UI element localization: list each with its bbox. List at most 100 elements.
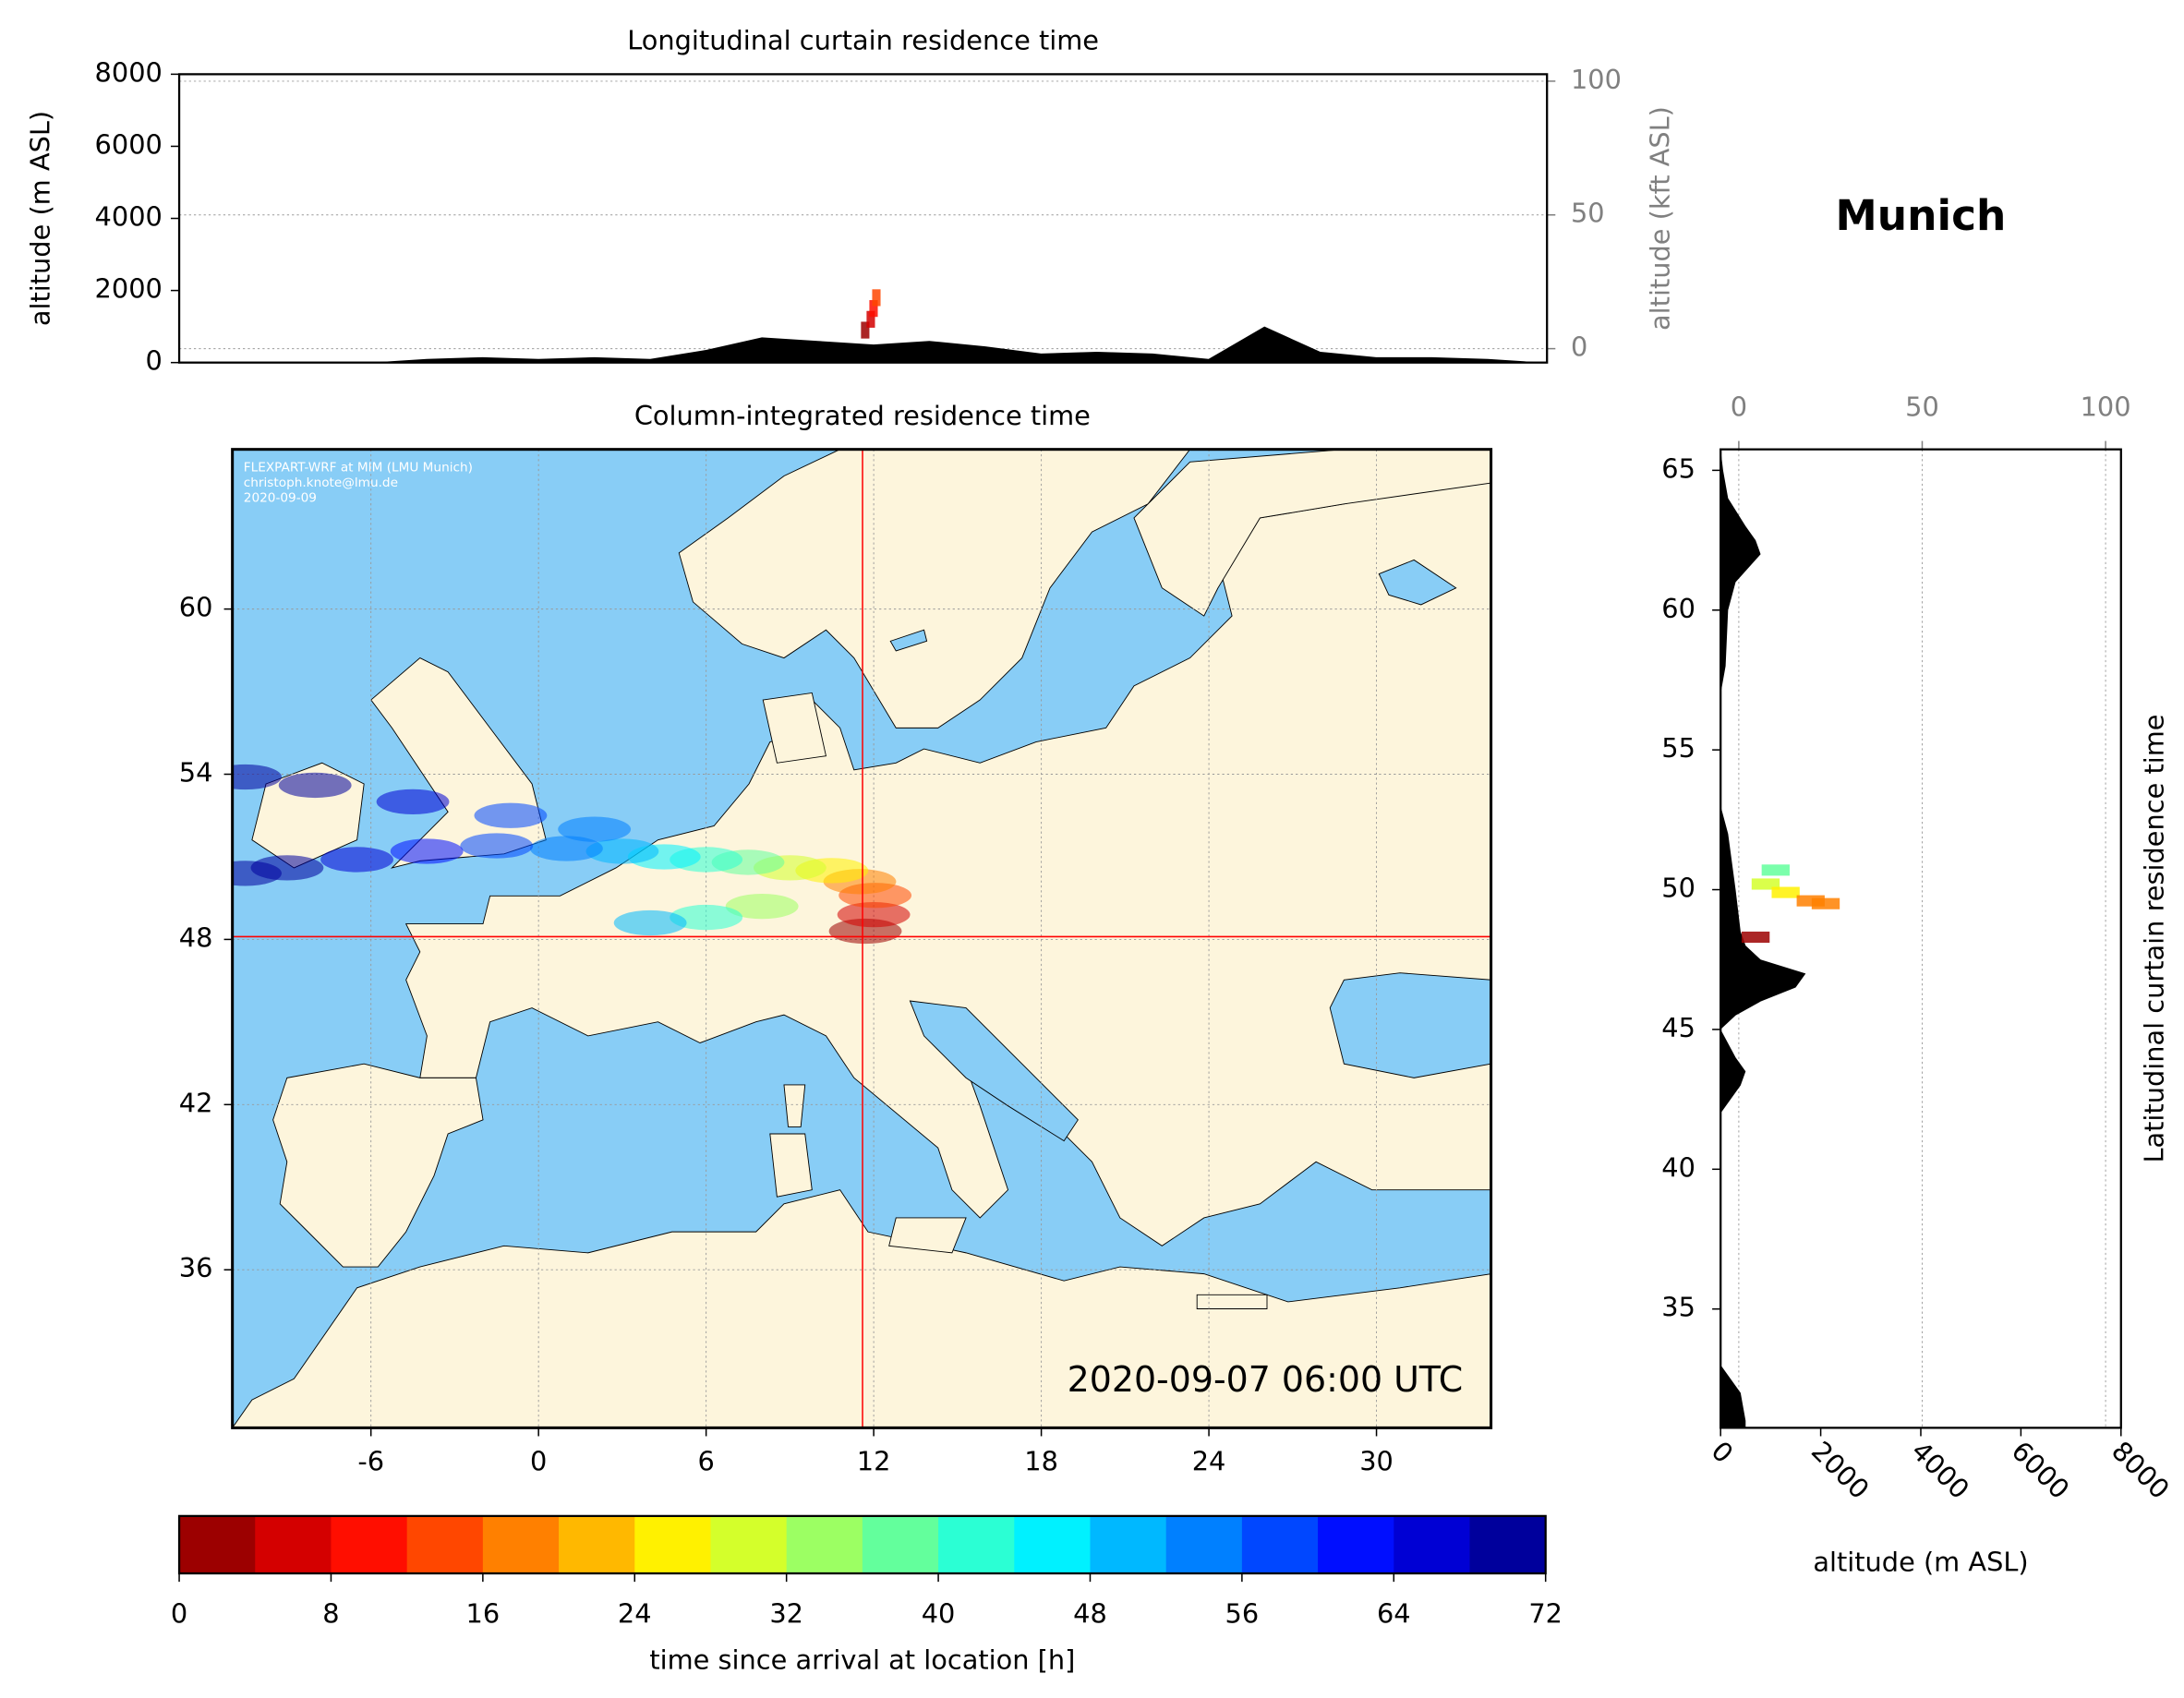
y-tick-label: 42 — [179, 1087, 213, 1118]
map-frame — [231, 448, 1493, 1429]
plume-cell — [529, 836, 603, 861]
panel-title: Column-integrated residence time — [634, 400, 1091, 431]
residence-cell — [866, 310, 875, 328]
residence-cell — [1761, 864, 1790, 876]
terrain — [203, 326, 1544, 363]
x-tick-label: 6 — [697, 1445, 714, 1476]
colorbar-step — [1394, 1515, 1471, 1574]
x-tick-label: 18 — [1024, 1445, 1058, 1476]
colorbar-tick-label: 0 — [171, 1598, 187, 1630]
y-tick-label: 6000 — [95, 128, 163, 160]
corsica — [783, 1084, 806, 1127]
x-tick-label: 0 — [1706, 1435, 1740, 1469]
europe — [404, 476, 1491, 1246]
y2-tick-label: 100 — [1571, 64, 1622, 95]
africa — [232, 1189, 1491, 1428]
credit-text: christoph.knote@lmu.de — [244, 476, 398, 490]
colorbar-tick-label: 8 — [322, 1598, 339, 1630]
y2-tick-label: 50 — [1571, 198, 1605, 229]
x2-tick-label: 0 — [1731, 391, 1747, 423]
y2-tick-label: 0 — [1571, 331, 1587, 363]
timestamp: 2020-09-07 06:00 UTC — [1068, 1359, 1464, 1400]
x-tick-label: 30 — [1359, 1445, 1394, 1476]
y-tick-label: 2000 — [95, 273, 163, 305]
adriatic-sea — [909, 1000, 1079, 1142]
x-tick-label: 0 — [530, 1445, 547, 1476]
y-tick-label: 0 — [146, 345, 163, 377]
panel-title: Longitudinal curtain residence time — [627, 25, 1099, 56]
colorbar-step — [1469, 1515, 1547, 1574]
y-tick-label: 55 — [1661, 732, 1695, 764]
plume-cell — [232, 764, 282, 790]
colorbar-tick-label: 40 — [922, 1598, 956, 1630]
residence-cell — [869, 300, 878, 318]
plume-cell — [725, 893, 799, 920]
x-tick-label: 6000 — [2006, 1435, 2076, 1505]
y-tick-label: 54 — [179, 757, 213, 789]
iberia — [272, 1063, 484, 1268]
panel-frame — [177, 73, 1549, 364]
y-tick-label: 36 — [179, 1252, 213, 1283]
location-title: Munich — [1836, 191, 2007, 240]
y-tick-label: 48 — [179, 921, 213, 953]
x-tick-label: 24 — [1192, 1445, 1226, 1476]
plume-cell — [278, 772, 352, 799]
colorbar-step — [1165, 1515, 1243, 1574]
x-tick-label: 4000 — [1905, 1435, 1975, 1505]
credit-text: FLEXPART-WRF at MIM (LMU Munich) — [244, 460, 473, 475]
plume-cell — [390, 838, 464, 864]
residence-cell — [1771, 886, 1800, 898]
colorbar-step — [710, 1515, 788, 1574]
colorbar-tick-label: 32 — [769, 1598, 803, 1630]
colorbar-step — [255, 1515, 332, 1574]
plume-cell — [474, 802, 548, 828]
plume-cell — [460, 833, 534, 859]
colorbar-tick-label: 56 — [1225, 1598, 1260, 1630]
colorbar-step — [1318, 1515, 1395, 1574]
sardinia — [769, 1133, 813, 1198]
colorbar-step — [331, 1515, 408, 1574]
y-tick-label: 50 — [1661, 873, 1695, 904]
plume-cell — [320, 847, 393, 873]
colorbar-step — [482, 1515, 560, 1574]
y-tick-label: 40 — [1661, 1151, 1695, 1183]
x-tick-label: 2000 — [1805, 1435, 1876, 1505]
residence-cell — [1811, 897, 1840, 909]
x-tick-label: 8000 — [2106, 1435, 2176, 1505]
colorbar-tick-label: 24 — [618, 1598, 652, 1630]
colorbar-tick-label: 72 — [1528, 1598, 1563, 1630]
colorbar-tick-label: 48 — [1073, 1598, 1107, 1630]
colorbar-step — [1241, 1515, 1319, 1574]
plume-cell — [670, 904, 743, 931]
plume-cell — [585, 838, 659, 864]
y-tick-label: 4000 — [95, 201, 163, 233]
residence-cell — [872, 289, 881, 307]
plume: FLEXPART-WRF at MIM (LMU Munich)christop… — [232, 449, 1491, 1428]
denmark — [762, 692, 827, 764]
colorbar-frame — [177, 1514, 1547, 1575]
y-axis-label: altitude (m ASL) — [24, 111, 55, 326]
y-tick-label: 35 — [1661, 1292, 1695, 1323]
residence-cell — [1741, 931, 1770, 944]
colorbar-step — [1090, 1515, 1167, 1574]
colorbar-step — [786, 1515, 863, 1574]
colorbar-step — [938, 1515, 1016, 1574]
colorbar-step — [559, 1515, 636, 1574]
y-tick-label: 8000 — [95, 56, 163, 88]
scandinavia — [678, 449, 1191, 729]
colorbar-step — [1014, 1515, 1092, 1574]
plume-cell — [558, 816, 632, 842]
y-tick-label: 60 — [1661, 593, 1695, 624]
y2-axis-label: altitude (kft ASL) — [1645, 106, 1676, 331]
plume-cell — [613, 909, 687, 936]
credit-text: 2020-09-09 — [244, 491, 317, 506]
crete — [1196, 1294, 1268, 1309]
terrain — [1720, 449, 1806, 1428]
panel-frame — [1719, 448, 2122, 1429]
map-area: FLEXPART-WRF at MIM (LMU Munich)christop… — [232, 449, 1491, 1428]
y-tick-label: 60 — [179, 592, 213, 623]
y-tick-label: 65 — [1661, 452, 1695, 484]
plume-cell — [232, 861, 282, 886]
panel-title: Latitudinal curtain residence time — [2139, 714, 2170, 1162]
